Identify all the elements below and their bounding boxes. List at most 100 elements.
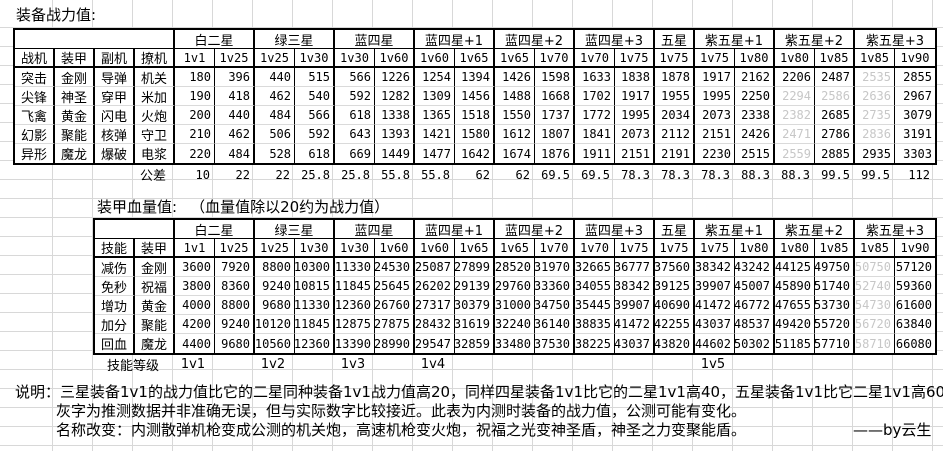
row-label[interactable]: 闪电: [95, 106, 135, 125]
value-cell[interactable]: 56720: [855, 315, 895, 334]
value-cell[interactable]: 1995: [615, 106, 655, 125]
value-cell[interactable]: 1668: [535, 87, 575, 106]
footer-value[interactable]: 55.8: [381, 167, 410, 182]
level-header[interactable]: 1v90: [895, 239, 935, 258]
value-cell[interactable]: 43037: [695, 315, 735, 334]
value-cell[interactable]: 42255: [655, 315, 695, 334]
value-cell[interactable]: 54730: [855, 296, 895, 315]
value-cell[interactable]: 10120: [255, 315, 295, 334]
footer-value[interactable]: 62: [475, 167, 490, 182]
value-cell[interactable]: 34055: [575, 277, 615, 296]
footer-value[interactable]: 78.3: [701, 167, 730, 182]
value-cell[interactable]: 38835: [575, 315, 615, 334]
value-cell[interactable]: 2162: [735, 68, 775, 87]
row-label[interactable]: 幻影: [15, 125, 55, 144]
value-cell[interactable]: 59360: [895, 277, 935, 296]
star-group-header[interactable]: 蓝四星+3: [575, 30, 655, 49]
value-cell[interactable]: 396: [215, 68, 255, 87]
value-cell[interactable]: 1917: [695, 68, 735, 87]
value-cell[interactable]: 50302: [735, 334, 775, 353]
row-label[interactable]: 减伤: [95, 258, 135, 277]
value-cell[interactable]: 27899: [455, 258, 495, 277]
value-cell[interactable]: 24530: [375, 258, 415, 277]
value-cell[interactable]: 66080: [895, 336, 932, 351]
value-cell[interactable]: 11845: [295, 315, 335, 334]
value-cell[interactable]: 210: [175, 125, 215, 144]
star-group-header[interactable]: 紫五星+2: [775, 220, 855, 239]
value-cell[interactable]: 1394: [455, 68, 495, 87]
row-label[interactable]: 导弹: [95, 68, 135, 87]
footer-value[interactable]: 62: [515, 167, 530, 182]
value-cell[interactable]: 2073: [615, 125, 655, 144]
value-cell[interactable]: 669: [335, 144, 375, 163]
star-group-header[interactable]: 五星: [655, 30, 695, 49]
value-cell[interactable]: 43242: [735, 258, 775, 277]
level-header[interactable]: 1v75: [655, 239, 695, 258]
corner-blank-cell[interactable]: [95, 220, 175, 239]
value-cell[interactable]: 1550: [495, 106, 535, 125]
level-header[interactable]: 1v60: [375, 239, 415, 258]
value-cell[interactable]: 10560: [255, 334, 295, 353]
value-cell[interactable]: 440: [255, 68, 295, 87]
value-cell[interactable]: 32240: [495, 315, 535, 334]
value-cell[interactable]: 1426: [495, 68, 535, 87]
value-cell[interactable]: 528: [255, 144, 295, 163]
footer-value[interactable]: 69.5: [581, 167, 610, 182]
level-header[interactable]: 1v25: [215, 49, 255, 68]
column-header[interactable]: 战机: [15, 49, 55, 68]
value-cell[interactable]: 1737: [535, 106, 575, 125]
star-group-header[interactable]: 蓝四星+1: [415, 220, 495, 239]
value-cell[interactable]: 2294: [775, 87, 815, 106]
level-header[interactable]: 1v30: [335, 239, 375, 258]
star-group-header[interactable]: 蓝四星+2: [495, 220, 575, 239]
star-group-header[interactable]: 蓝四星: [335, 220, 415, 239]
value-cell[interactable]: 3800: [175, 277, 215, 296]
value-cell[interactable]: 3600: [175, 258, 215, 277]
value-cell[interactable]: 27875: [375, 315, 415, 334]
value-cell[interactable]: 43820: [655, 334, 695, 353]
level-header[interactable]: 1v60: [415, 239, 455, 258]
level-header[interactable]: 1v70: [535, 239, 575, 258]
value-cell[interactable]: 2338: [735, 106, 775, 125]
value-cell[interactable]: 440: [215, 106, 255, 125]
value-cell[interactable]: 462: [255, 87, 295, 106]
value-cell[interactable]: 2735: [855, 106, 895, 125]
value-cell[interactable]: 10815: [295, 277, 335, 296]
level-header[interactable]: 1v30: [295, 239, 335, 258]
value-cell[interactable]: 3191: [895, 125, 935, 144]
value-cell[interactable]: 4000: [175, 296, 215, 315]
row-label[interactable]: 金刚: [135, 258, 175, 277]
level-header[interactable]: 1v60: [415, 49, 455, 68]
row-label[interactable]: 回血: [95, 334, 135, 353]
star-group-header[interactable]: 白二星: [175, 30, 255, 49]
footer-value[interactable]: 22: [275, 167, 290, 182]
column-header[interactable]: 装甲: [135, 239, 175, 258]
row-label[interactable]: 核弹: [95, 125, 135, 144]
row-label[interactable]: 穿甲: [95, 87, 135, 106]
value-cell[interactable]: 7920: [215, 258, 255, 277]
level-header[interactable]: 1v30: [335, 49, 375, 68]
value-cell[interactable]: 8360: [215, 277, 255, 296]
value-cell[interactable]: 2426: [735, 125, 775, 144]
value-cell[interactable]: 32665: [575, 258, 615, 277]
star-group-header[interactable]: 紫五星+3: [855, 220, 935, 239]
value-cell[interactable]: 2151: [615, 144, 655, 163]
value-cell[interactable]: 1841: [575, 125, 615, 144]
footer-label[interactable]: 技能等级: [106, 359, 159, 374]
value-cell[interactable]: 9240: [215, 315, 255, 334]
level-header[interactable]: 1v75: [615, 239, 655, 258]
value-cell[interactable]: 643: [335, 125, 375, 144]
value-cell[interactable]: 1477: [415, 144, 455, 163]
value-cell[interactable]: 38342: [615, 277, 655, 296]
value-cell[interactable]: 618: [295, 144, 335, 163]
value-cell[interactable]: 8800: [255, 258, 295, 277]
level-header[interactable]: 1v80: [735, 239, 775, 258]
row-label[interactable]: 守卫: [135, 125, 175, 144]
footer-value[interactable]: 55.8: [421, 167, 450, 182]
star-group-header[interactable]: 蓝四星+1: [415, 30, 495, 49]
level-header[interactable]: 1v90: [895, 49, 935, 68]
value-cell[interactable]: 592: [335, 87, 375, 106]
value-cell[interactable]: 37530: [535, 334, 575, 353]
row-label[interactable]: 魔龙: [55, 144, 95, 163]
level-header[interactable]: 1v75: [615, 49, 655, 68]
